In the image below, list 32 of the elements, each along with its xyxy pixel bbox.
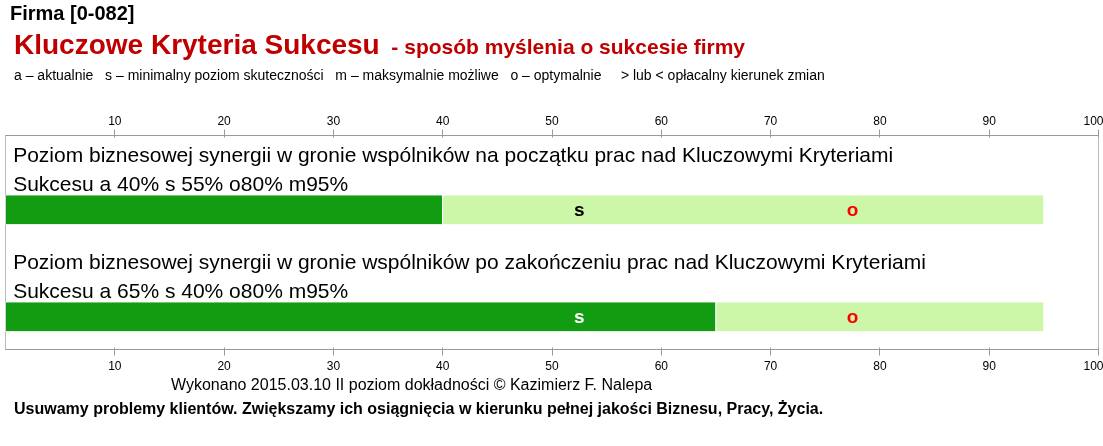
x-tick-label: 100 — [1083, 113, 1103, 128]
x2-tick-label: 50 — [545, 358, 559, 373]
annotation: s — [574, 306, 585, 328]
x2-tick-label: 60 — [654, 358, 669, 373]
x2-tick-label: 80 — [873, 358, 887, 373]
x2-tick-label: 20 — [217, 358, 232, 373]
x2-tick-label: 10 — [108, 358, 122, 373]
text: Firma [0-082] — [10, 2, 136, 25]
x2-tick-label: 100 — [1083, 358, 1103, 373]
x-tick-label: 60 — [654, 113, 669, 128]
x-tick-label: 70 — [763, 113, 778, 128]
chart-title: Kluczowe Kryteria Sukcesu — [14, 29, 380, 60]
x-tick-label: 90 — [982, 113, 997, 128]
x-tick-label: 40 — [436, 113, 450, 128]
x-tick-label: 80 — [873, 113, 887, 128]
y-tick-label: Poziom biznesowej synergii w gronie wspólników po zakończeniu prac nad Kluczowymi Kryteriami Sukcesu a 65% s 40% o80% m95% — [13, 250, 926, 303]
annotation: o — [846, 199, 859, 221]
text: Usuwamy problemy klientów. Zwiększamy ich osiągnięcia w kierunku pełnej jakości Biznesu, Pracy, Życia. — [14, 400, 824, 418]
x-tick-label: 50 — [545, 113, 559, 128]
x2-tick-label: 70 — [763, 358, 778, 373]
text: Wykonano 2015.03.10 II poziom dokładności © Kazimierz F. Nalepa — [169, 376, 654, 394]
text: a – aktualnie s – minimalny poziom skuteczności m – maksymalnie możliwe o – optymalnie > lub < opłacalny kierunek zmian — [14, 67, 825, 83]
x2-tick-label: 40 — [436, 358, 450, 373]
annotation: o — [846, 306, 859, 328]
chart-subtitle: - sposób myślenia o sukcesie firmy — [390, 35, 746, 58]
annotation: s — [574, 199, 585, 221]
x-tick-label: 10 — [108, 113, 122, 128]
x-tick-label: 20 — [217, 113, 232, 128]
x2-tick-label: 30 — [326, 358, 341, 373]
x-tick-label: 30 — [326, 113, 341, 128]
x2-tick-label: 90 — [982, 358, 997, 373]
y-tick-label: Poziom biznesowej synergii w gronie wspólników na początku prac nad Kluczowymi Kryteriami Sukcesu a 40% s 55% o80% m95% — [13, 143, 894, 196]
